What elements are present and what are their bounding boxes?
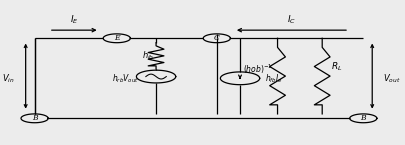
Text: $V_{in}$: $V_{in}$ (2, 72, 15, 85)
Text: B: B (32, 114, 37, 122)
Text: $h_{fb}I_e$: $h_{fb}I_e$ (264, 72, 282, 85)
Text: $h_{ib}$: $h_{ib}$ (141, 50, 154, 62)
Text: $R_L$: $R_L$ (330, 60, 342, 73)
Text: $(hob)^{-1}$: $(hob)^{-1}$ (243, 62, 272, 76)
Text: $V_{out}$: $V_{out}$ (382, 72, 399, 85)
Text: E: E (114, 34, 119, 42)
Text: B: B (360, 114, 365, 122)
Text: $I_E$: $I_E$ (70, 13, 79, 26)
Text: $h_{rb}V_{out}$: $h_{rb}V_{out}$ (112, 73, 139, 85)
Text: C: C (213, 34, 219, 42)
Text: $I_C$: $I_C$ (286, 13, 295, 26)
